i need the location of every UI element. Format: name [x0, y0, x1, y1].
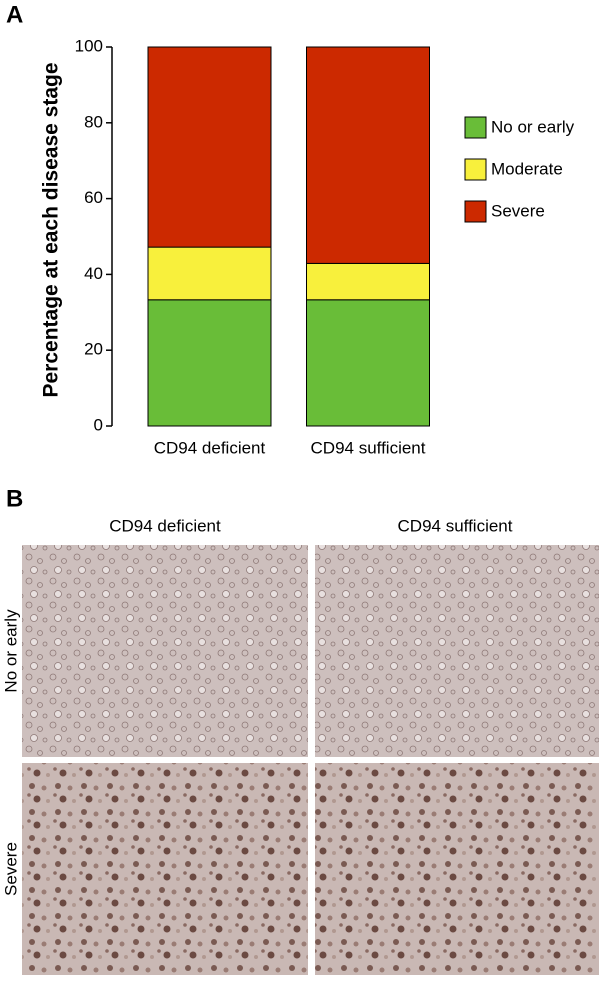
x-tick-label: CD94 deficient [154, 438, 266, 457]
y-tick-label: 40 [84, 264, 103, 283]
bar-segment [306, 262, 430, 301]
bar-segment [306, 46, 430, 264]
bar-segment [147, 246, 272, 301]
y-tick-label: 20 [84, 340, 103, 359]
y-tick-label: 0 [94, 415, 103, 434]
column-header: CD94 sufficient [398, 516, 513, 535]
micrograph [22, 763, 308, 975]
y-axis-label: Percentage at each disease stage [40, 62, 63, 397]
legend-swatch [464, 200, 487, 223]
micrograph [315, 763, 599, 975]
legend-swatch [464, 158, 487, 181]
bar-segment [306, 299, 430, 427]
panel-label: A [6, 1, 23, 28]
y-tick-label: 100 [75, 36, 103, 55]
y-tick-label: 60 [84, 188, 103, 207]
row-header: No or early [1, 609, 20, 693]
y-tick-label: 80 [84, 112, 103, 131]
row-header: Severe [1, 842, 20, 896]
legend-label: Moderate [491, 159, 563, 178]
panel-label: B [6, 485, 23, 512]
legend-label: No or early [491, 117, 575, 136]
micrograph [22, 545, 308, 757]
x-tick-label: CD94 sufficient [311, 438, 426, 457]
legend-swatch [464, 116, 487, 139]
legend-label: Severe [491, 201, 545, 220]
micrograph [315, 545, 599, 757]
column-header: CD94 deficient [109, 516, 221, 535]
bar-segment [147, 46, 272, 248]
bar-segment [147, 299, 272, 427]
